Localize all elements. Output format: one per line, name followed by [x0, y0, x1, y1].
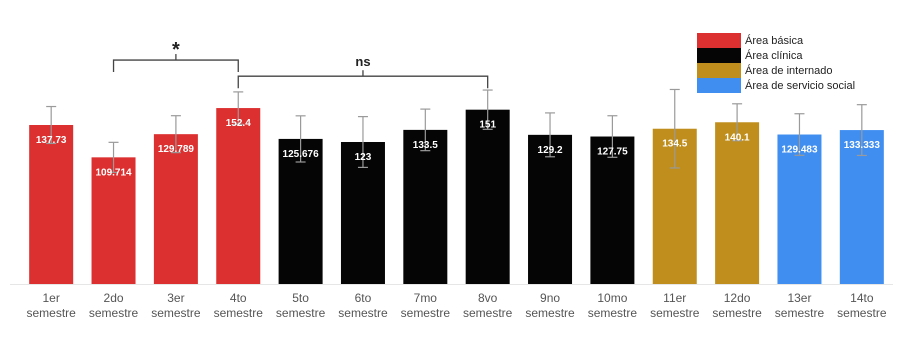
error-bar — [482, 89, 493, 130]
legend-swatch — [697, 33, 741, 48]
x-tick-label: 13er — [787, 291, 811, 305]
bar — [216, 108, 261, 284]
x-tick-label: 14to — [850, 291, 874, 305]
significance-bracket: ns — [237, 54, 489, 89]
legend-swatch — [697, 78, 741, 93]
legend-label: Área básica — [745, 34, 804, 47]
x-tick-label: 1er — [43, 291, 60, 305]
x-tick-label: semestre — [712, 306, 762, 320]
x-tick-labels-layer: 1ersemestre2dosemestre3ersemestre4toseme… — [26, 291, 886, 320]
x-tick-label: semestre — [26, 306, 76, 320]
legend: Área básica Área clínica Área de internado… — [697, 33, 855, 93]
significance-label: ns — [355, 54, 370, 69]
bar — [278, 138, 323, 284]
error-bar — [46, 105, 57, 145]
error-bar — [732, 103, 743, 142]
legend-swatch — [697, 48, 741, 63]
significance-bracket: * — [112, 39, 239, 73]
significance-label: * — [172, 39, 180, 61]
x-tick-label: 2do — [104, 291, 124, 305]
x-tick-label: semestre — [89, 306, 139, 320]
x-tick-label: semestre — [463, 306, 513, 320]
error-bar — [295, 115, 306, 163]
legend-item: Área de internado — [697, 63, 832, 78]
data-label: 137.73 — [36, 135, 67, 146]
x-tick-label: semestre — [151, 306, 201, 320]
bracket-line — [112, 59, 239, 73]
x-tick-label: 7mo — [414, 291, 438, 305]
x-tick-label: semestre — [837, 306, 887, 320]
x-tick-label: 12do — [724, 291, 751, 305]
bar — [29, 125, 74, 284]
bar — [465, 109, 510, 284]
x-tick-label: semestre — [338, 306, 388, 320]
legend-label: Área de servicio social — [745, 79, 855, 92]
bar — [777, 134, 822, 284]
data-label: 134.5 — [662, 139, 687, 150]
data-label: 125.676 — [283, 149, 320, 160]
error-bar — [856, 104, 867, 157]
x-tick-label: 5to — [292, 291, 309, 305]
legend-item: Área de servicio social — [697, 78, 855, 93]
bar — [590, 136, 635, 284]
significance-annotations: * ns — [112, 39, 489, 89]
error-bar — [108, 141, 119, 173]
x-tick-label: 9no — [540, 291, 560, 305]
error-bar — [794, 113, 805, 156]
x-tick-label: semestre — [525, 306, 575, 320]
x-tick-label: 3er — [167, 291, 184, 305]
x-tick-label: 11er — [663, 291, 686, 305]
x-tick-label: 10mo — [597, 291, 627, 305]
x-tick-label: semestre — [276, 306, 326, 320]
data-label: 133.333 — [844, 140, 881, 151]
x-tick-label: semestre — [775, 306, 825, 320]
x-tick-label: semestre — [650, 306, 700, 320]
legend-swatch — [697, 63, 741, 78]
x-tick-label: semestre — [214, 306, 264, 320]
data-label: 127.75 — [597, 147, 628, 158]
legend-item: Área clínica — [697, 48, 803, 63]
data-label: 152.4 — [226, 118, 251, 129]
x-tick-label: semestre — [401, 306, 451, 320]
legend-label: Área de internado — [745, 64, 832, 77]
bar — [403, 129, 448, 284]
error-bar — [669, 88, 680, 169]
bracket-line — [237, 75, 489, 89]
bar — [528, 134, 573, 284]
data-label: 140.1 — [725, 132, 750, 143]
x-tick-label: 4to — [230, 291, 247, 305]
data-label: 129.789 — [158, 144, 195, 155]
data-label: 133.5 — [413, 140, 438, 151]
bars-layer — [29, 108, 884, 284]
x-tick-label: 6to — [355, 291, 372, 305]
bar — [91, 157, 136, 284]
legend-item: Área básica — [697, 33, 804, 48]
bar — [715, 122, 760, 284]
x-tick-label: semestre — [588, 306, 638, 320]
error-bar — [357, 116, 368, 169]
x-tick-label: 8vo — [478, 291, 498, 305]
error-bar — [170, 115, 181, 154]
error-bar — [420, 108, 431, 152]
data-labels-layer: 137.73 109.714 129.789 152.4 125.676 123 133.5… — [36, 118, 880, 178]
error-bar — [545, 112, 556, 158]
data-label: 151 — [479, 120, 496, 131]
data-label: 109.714 — [95, 167, 132, 178]
error-bar — [607, 115, 618, 158]
data-label: 129.2 — [538, 145, 563, 156]
data-label: 129.483 — [781, 145, 818, 156]
bar — [153, 134, 198, 284]
error-bar — [233, 91, 244, 125]
error-bars-layer — [46, 88, 867, 173]
data-label: 123 — [355, 152, 372, 163]
legend-label: Área clínica — [745, 49, 803, 62]
